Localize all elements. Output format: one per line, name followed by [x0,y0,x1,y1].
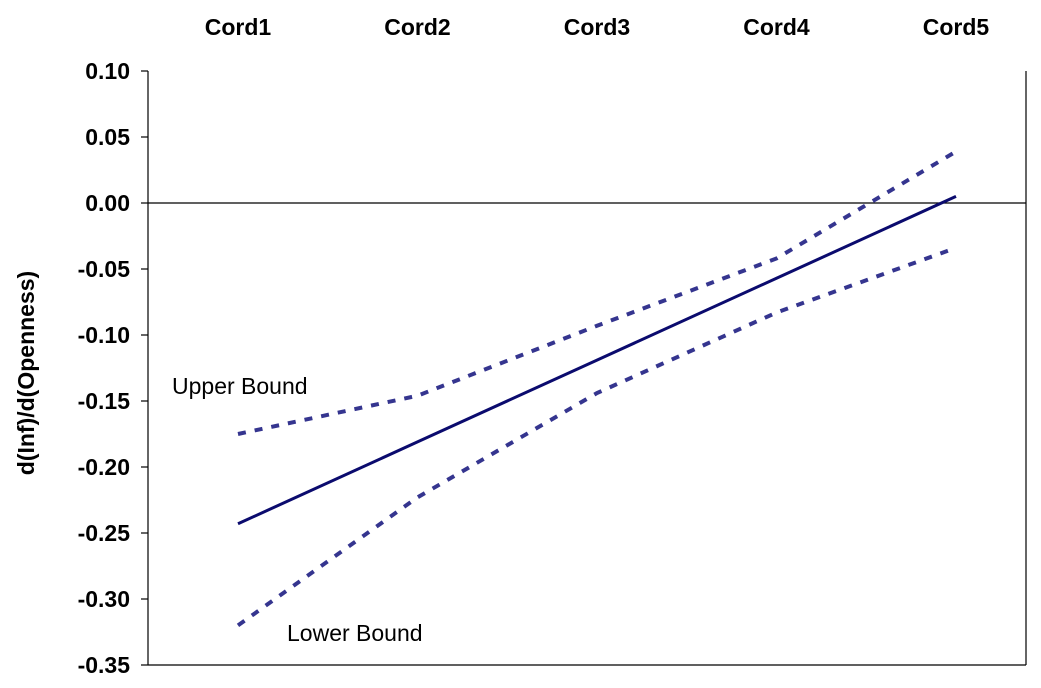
lower-bound-line [236,245,957,628]
upper-bound-line [237,149,958,436]
y-tick-label: 0.10 [85,58,130,84]
series-layer [236,149,958,628]
y-tick-label: -0.35 [78,652,131,678]
x-category-label: Cord3 [564,14,630,40]
y-axis-title: d(Inf)/d(Openness) [13,271,39,475]
x-category-label: Cord2 [384,14,450,40]
y-tick-label: -0.25 [78,520,131,546]
labels-layer: 0.10 0.05 0.00 -0.05 -0.10 -0.15 -0.20 -0.25 -0.… [13,14,989,678]
y-tick-label: 0.00 [85,190,130,216]
upper-bound-annotation: Upper Bound [172,373,308,399]
y-tick-label: -0.05 [78,256,131,282]
x-category-label: Cord4 [743,14,810,40]
y-tick-label: -0.20 [78,454,130,480]
y-tick-label: -0.10 [78,322,130,348]
x-category-label: Cord5 [923,14,990,40]
y-tick-label: -0.15 [78,388,131,414]
y-tick-label: -0.30 [78,586,130,612]
lower-bound-annotation: Lower Bound [287,620,423,646]
y-tick-label: 0.05 [85,124,130,150]
x-category-label: Cord1 [205,14,272,40]
axes-layer [141,70,1027,666]
estimate-bound-line [237,195,957,526]
